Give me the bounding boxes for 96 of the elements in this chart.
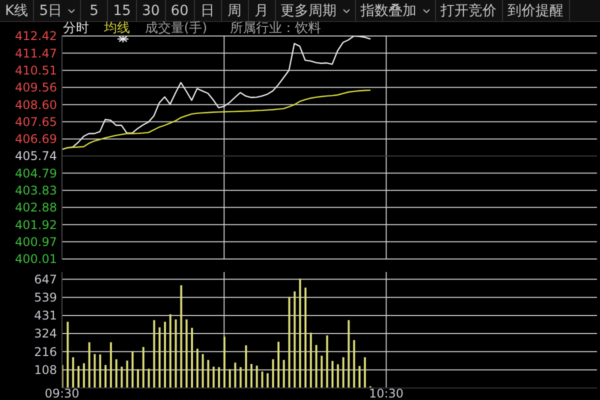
- bar: [348, 320, 350, 388]
- bar: [164, 322, 166, 388]
- y-tick-label: 647: [34, 272, 57, 286]
- y-tick-label: 409.56: [15, 80, 57, 95]
- bar: [82, 363, 85, 388]
- y-tick-label: 400.97: [15, 234, 57, 249]
- text: 月: [254, 2, 269, 20]
- bar: [266, 373, 269, 388]
- y-tick-label: 216: [34, 344, 57, 359]
- annotation: 成交量(手): [145, 20, 208, 37]
- bar: [186, 319, 188, 388]
- chart-subtitle: 所属行业：饮料: [230, 20, 322, 37]
- bar: [228, 369, 231, 388]
- y-tick-label: 412.42: [15, 29, 57, 44]
- text: 指数叠加: [360, 2, 417, 20]
- bar: [180, 285, 182, 388]
- bar: [136, 369, 139, 388]
- bar: [88, 342, 90, 388]
- bar: [104, 364, 107, 388]
- bar: [315, 344, 318, 388]
- bar: [326, 335, 328, 388]
- y-tick-label: 404.79: [15, 166, 57, 180]
- bar: [256, 366, 258, 388]
- y-tick-label: 400.01: [15, 252, 57, 266]
- bar: [196, 348, 198, 388]
- y-tick-label: 406.69: [15, 132, 57, 146]
- bar: [148, 368, 150, 388]
- y-tick-label: 324: [34, 326, 57, 341]
- y-tick-label: 108: [34, 363, 57, 378]
- bar: [364, 357, 366, 388]
- bar: [99, 354, 102, 388]
- text: 周: [228, 2, 242, 20]
- y-tick-label: 408.60: [15, 98, 57, 112]
- bar: [142, 346, 144, 388]
- bar: [261, 372, 264, 388]
- y-tick-label: 405.74: [15, 149, 57, 164]
- bar: [120, 366, 123, 388]
- bar: [310, 332, 312, 388]
- text: 到价提醒: [508, 2, 564, 20]
- bar: [320, 356, 323, 388]
- bar: [336, 364, 339, 388]
- text: K线: [5, 2, 28, 20]
- bar: [245, 345, 248, 388]
- text: 分时: [63, 20, 89, 37]
- bar: [353, 340, 356, 388]
- x-tick-label: 10:30: [368, 386, 404, 400]
- bar: [212, 366, 215, 388]
- bar: [358, 366, 361, 388]
- text: 更多周期: [280, 2, 337, 20]
- bar: [110, 342, 112, 388]
- bar: [282, 360, 285, 388]
- bar: [223, 336, 226, 388]
- text: 5: [90, 2, 99, 18]
- bar: [288, 296, 290, 388]
- bar: [234, 362, 236, 388]
- text: 30: [142, 2, 160, 18]
- text: 15: [113, 2, 131, 18]
- bar: [272, 359, 274, 388]
- y-tick-label: 431: [34, 308, 57, 323]
- bar: [66, 322, 69, 388]
- bar: [294, 291, 296, 388]
- bar: [78, 366, 80, 388]
- bar: [277, 342, 280, 388]
- bar: [191, 328, 194, 388]
- y-tick-label: 411.47: [15, 46, 57, 60]
- bar: [218, 367, 220, 388]
- bar: [169, 314, 172, 388]
- text: 日: [200, 2, 215, 20]
- bar: [240, 367, 242, 388]
- bar: [132, 352, 134, 388]
- bar: [174, 319, 177, 388]
- text: 60: [170, 2, 189, 18]
- bar: [126, 360, 128, 388]
- y-tick-label: 410.51: [15, 64, 57, 78]
- bar: [153, 320, 156, 388]
- bar: [332, 360, 334, 388]
- y-tick-label: 401.92: [15, 218, 57, 232]
- text: 打开竞价: [440, 2, 497, 20]
- bar: [299, 278, 302, 388]
- bar: [115, 359, 118, 388]
- bar: [202, 354, 204, 388]
- x-tick-label: 09:30: [44, 386, 80, 400]
- text: 5日: [39, 2, 62, 20]
- bar: [94, 354, 96, 388]
- line-series: [62, 90, 371, 150]
- bar: [250, 364, 252, 388]
- bar: [207, 360, 210, 388]
- bar: [342, 357, 344, 388]
- bar: [158, 327, 161, 388]
- y-tick-label: 539: [34, 290, 57, 305]
- y-tick-label: 402.88: [15, 200, 57, 215]
- text: 均线: [104, 20, 130, 37]
- y-tick-label: 407.65: [15, 114, 57, 129]
- y-tick-label: 403.83: [15, 184, 57, 198]
- bar: [304, 288, 306, 388]
- bar: [72, 357, 74, 388]
